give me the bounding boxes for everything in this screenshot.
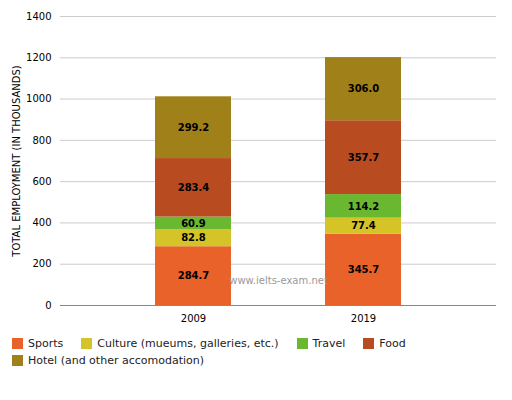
svg-text:2019: 2019 [351, 313, 376, 324]
svg-text:299.2: 299.2 [178, 122, 210, 133]
svg-text:283.4: 283.4 [178, 182, 210, 193]
svg-text:114.2: 114.2 [348, 201, 380, 212]
html-text:Hotel (and other accomodation): Hotel (and other accomodation) [28, 354, 204, 367]
svg-text:306.0: 306.0 [348, 83, 380, 94]
svg-text:284.7: 284.7 [178, 270, 210, 281]
html-text:Food: Food [379, 337, 406, 350]
html-text:Culture (mueums, galleries, et: Culture (mueums, galleries, etc.) [97, 337, 279, 350]
svg-text:600: 600 [32, 176, 51, 187]
svg-text:77.4: 77.4 [351, 220, 376, 231]
svg-text:60.9: 60.9 [181, 218, 206, 229]
svg-text:82.8: 82.8 [181, 232, 206, 243]
svg-text:1400: 1400 [26, 11, 51, 22]
svg-text:1200: 1200 [26, 52, 51, 63]
svg-text:www.ielts-exam.net: www.ielts-exam.net [229, 275, 328, 286]
svg-text:0: 0 [45, 300, 51, 311]
svg-text:400: 400 [32, 217, 51, 228]
svg-text:1000: 1000 [26, 93, 51, 104]
svg-text:345.7: 345.7 [348, 264, 380, 275]
svg-text:TOTAL EMPLOYMENT (IN THOUSANDS: TOTAL EMPLOYMENT (IN THOUSANDS) [11, 65, 22, 257]
svg-text:800: 800 [32, 135, 51, 146]
svg-text:2009: 2009 [181, 313, 206, 324]
html-text:Sports: Sports [28, 337, 64, 350]
html-text:Travel: Travel [312, 337, 346, 350]
svg-text:357.7: 357.7 [348, 152, 380, 163]
svg-text:200: 200 [32, 258, 51, 269]
